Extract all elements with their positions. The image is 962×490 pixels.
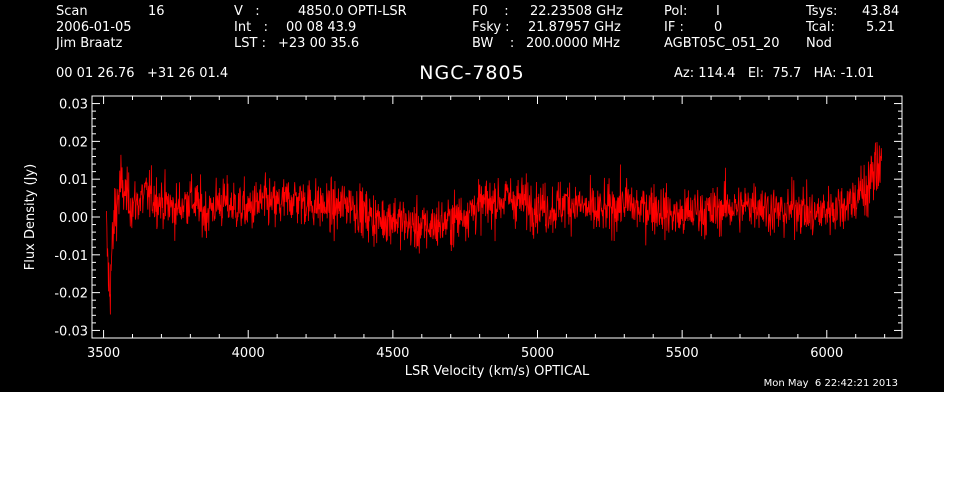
- y-tick-label: 0.01: [59, 173, 88, 188]
- if-label: IF :: [664, 20, 684, 35]
- pol-line: Pol: I: [664, 4, 720, 20]
- bandwidth-label: BW :: [472, 36, 515, 51]
- integration-line: Int : 00 08 43.9: [234, 20, 356, 36]
- scan-number: 16: [148, 4, 165, 19]
- spectrum-plot: 3500 4000 4500 5000 5500 6000 -0.03 -0.02 -0.01 0…: [23, 95, 903, 379]
- integration-label: Int :: [234, 20, 268, 35]
- observer-name: Jim Braatz: [56, 36, 123, 51]
- x-tick-label: 4000: [232, 346, 265, 361]
- lst-label: LST :: [234, 36, 266, 51]
- y-tick-label: 0.02: [59, 135, 88, 150]
- if-value: 0: [714, 20, 723, 35]
- f0-value: 22.23508 GHz: [530, 4, 623, 19]
- project-id: AGBT05C_051_20: [664, 36, 780, 51]
- obs-date: 2006-01-05: [56, 20, 132, 35]
- integration-value: 00 08 43.9: [286, 20, 357, 35]
- x-tick-label: 4500: [376, 346, 409, 361]
- obs-mode: Nod: [806, 36, 832, 51]
- tcal-label: Tcal:: [806, 20, 835, 35]
- y-tick-label: -0.01: [54, 249, 88, 264]
- velocity-label: V :: [234, 4, 260, 19]
- tsys-label: Tsys:: [806, 4, 838, 19]
- spectrum-line: [106, 142, 883, 315]
- plot-timestamp: Mon May 6 22:42:21 2013: [763, 378, 898, 389]
- object-name: NGC-7805: [419, 62, 525, 84]
- bandwidth-value: 200.0000 MHz: [526, 36, 620, 51]
- scan-line: Scan 16: [56, 4, 165, 20]
- velocity-value: 4850.0 OPTI-LSR: [298, 4, 407, 19]
- y-tick-label: -0.03: [54, 324, 88, 339]
- y-tick-label: 0.00: [59, 211, 88, 226]
- y-tick-label: 0.03: [59, 98, 88, 113]
- if-line: IF : 0: [664, 20, 722, 36]
- lst-line: LST : +23 00 35.6: [234, 36, 359, 52]
- spectrum-panel: Scan 16 2006-01-05 Jim Braatz V : 4850.0 O…: [0, 0, 944, 392]
- x-tick-label: 6000: [810, 346, 843, 361]
- y-axis-label: Flux Density (Jy): [23, 164, 38, 270]
- tcal-value: 5.21: [866, 20, 895, 35]
- x-tick-label: 5500: [666, 346, 699, 361]
- x-tick-label: 5000: [521, 346, 554, 361]
- tsys-line: Tsys: 43.84: [806, 4, 899, 20]
- y-tick-label: -0.02: [54, 287, 88, 302]
- x-axis-label: LSR Velocity (km/s) OPTICAL: [405, 364, 590, 379]
- scan-label: Scan: [56, 4, 88, 19]
- pol-label: Pol:: [664, 4, 688, 19]
- f0-line: F0 : 22.23508 GHz: [472, 4, 623, 20]
- tsys-value: 43.84: [862, 4, 900, 19]
- velocity-line: V : 4850.0 OPTI-LSR: [234, 4, 407, 20]
- source-coordinates: 00 01 26.76 +31 26 01.4: [56, 66, 229, 81]
- pointing-info: Az: 114.4 El: 75.7 HA: -1.01: [674, 66, 875, 81]
- pol-value: I: [716, 4, 720, 19]
- lst-value: +23 00 35.6: [278, 36, 360, 51]
- tcal-line: Tcal: 5.21: [806, 20, 895, 36]
- x-tick-label: 3500: [87, 346, 120, 361]
- fsky-line: Fsky : 21.87957 GHz: [472, 20, 621, 36]
- fsky-label: Fsky :: [472, 20, 510, 35]
- bandwidth-line: BW : 200.0000 MHz: [472, 36, 620, 52]
- f0-label: F0 :: [472, 4, 509, 19]
- fsky-value: 21.87957 GHz: [528, 20, 621, 35]
